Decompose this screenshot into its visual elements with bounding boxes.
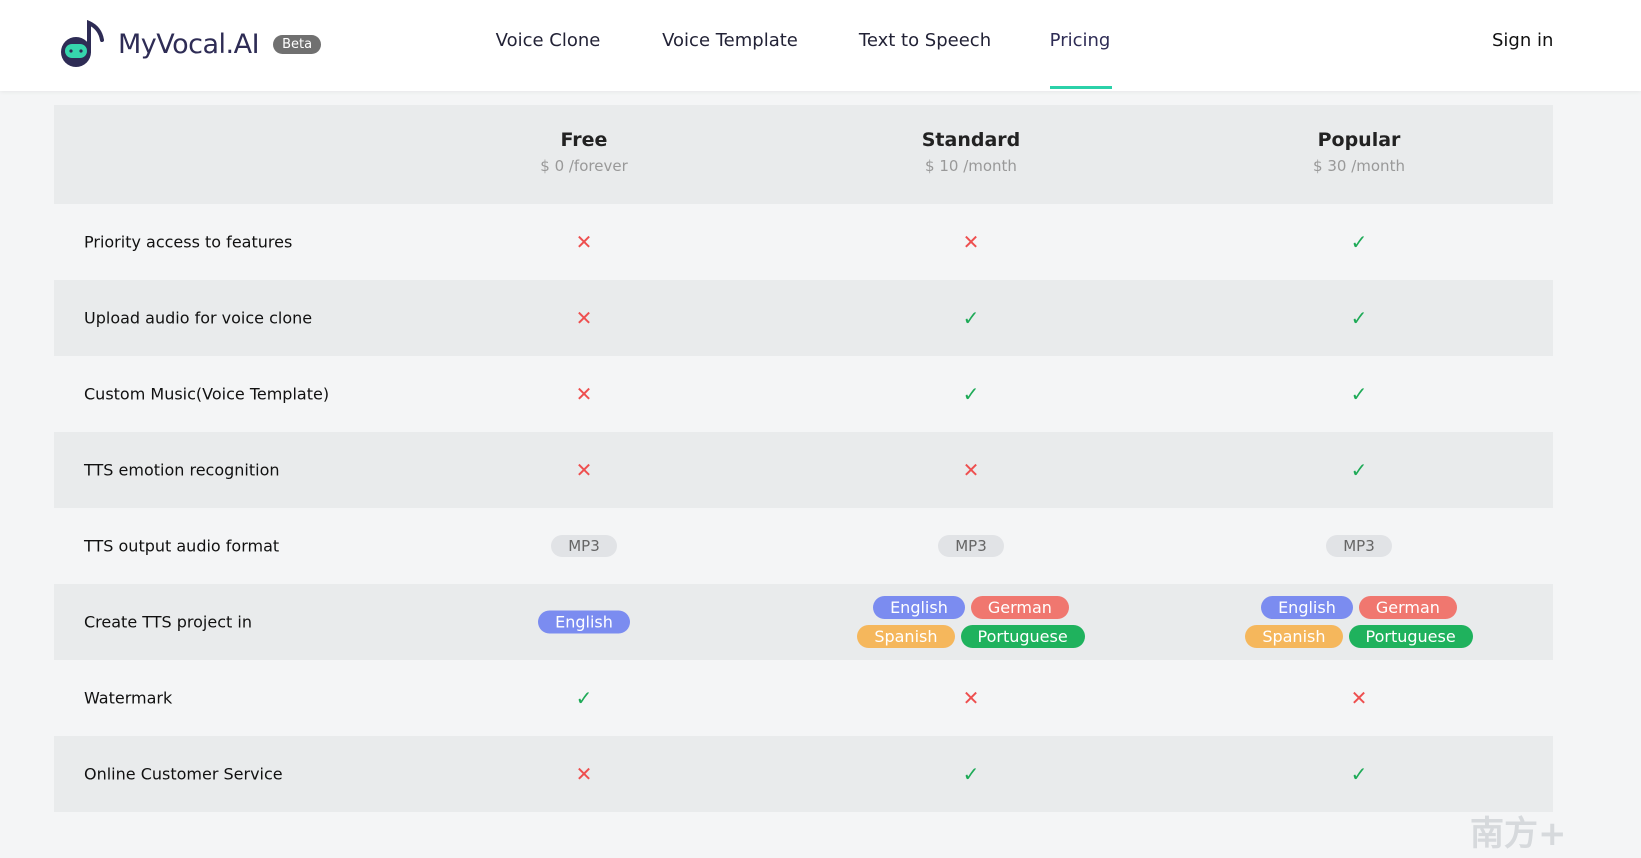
plan-header-row: Free $ 0 /forever Standard $ 10 /month Pop… [54,105,1553,204]
language-tag: English [873,596,965,619]
feature-cell: ✓ [1214,230,1504,254]
plan-popular: Popular $ 30 /month [1313,129,1405,175]
feature-cell: ✓ [1214,306,1504,330]
feature-cell: ✕ [1214,686,1504,710]
cross-icon: ✕ [575,458,593,482]
check-icon: ✓ [575,686,593,710]
plan-standard: Standard $ 10 /month [922,129,1021,175]
check-icon: ✓ [962,762,980,786]
feature-row: TTS emotion recognition ✕ ✕ ✓ [54,432,1553,508]
language-tag: English [538,610,630,634]
language-tag: Portuguese [960,625,1085,648]
feature-cell: ✕ [439,230,729,254]
check-icon: ✓ [1350,762,1368,786]
feature-label: Watermark [84,688,173,708]
language-tag: German [970,596,1069,619]
feature-label: Custom Music(Voice Template) [84,384,330,404]
cross-icon: ✕ [962,230,980,254]
feature-row: Online Customer Service ✕ ✓ ✓ [54,736,1553,812]
format-tag: MP3 [551,535,617,557]
language-tag: Spanish [857,625,955,648]
feature-cell: ✓ [1214,458,1504,482]
nav-text-to-speech[interactable]: Text to Speech [858,30,992,51]
check-icon: ✓ [1350,458,1368,482]
feature-cell: ✕ [439,458,729,482]
brand-name: MyVocal.AI [118,28,260,60]
nav-pricing[interactable]: Pricing [1049,30,1111,51]
plan-free: Free $ 0 /forever [540,129,627,175]
feature-cell: ✕ [439,306,729,330]
feature-label: Online Customer Service [84,764,283,784]
cross-icon: ✕ [962,458,980,482]
feature-cell: ✓ [826,306,1116,330]
active-tab-indicator [1050,86,1112,89]
check-icon: ✓ [962,382,980,406]
feature-cell: ✓ [826,762,1116,786]
feature-row: Custom Music(Voice Template) ✕ ✓ ✓ [54,356,1553,432]
format-tag: MP3 [1326,535,1392,557]
plan-price: $ 30 /month [1313,157,1405,175]
sign-in-link[interactable]: Sign in [1492,30,1554,51]
beta-badge: Beta [273,34,322,54]
check-icon: ✓ [962,306,980,330]
logo[interactable]: MyVocal.AI Beta [60,20,322,68]
pricing-table: Free $ 0 /forever Standard $ 10 /month Pop… [54,105,1553,812]
check-icon: ✓ [1350,306,1368,330]
feature-cell: ✕ [826,230,1116,254]
feature-label: Create TTS project in [84,612,252,632]
feature-cell: MP3 [1214,535,1504,557]
cross-icon: ✕ [575,382,593,406]
music-note-logo-icon [61,20,104,67]
feature-row: Create TTS project in English English Germa… [54,584,1553,660]
language-tag: Spanish [1245,625,1343,648]
check-icon: ✓ [1350,382,1368,406]
cross-icon: ✕ [962,686,980,710]
feature-row: Watermark ✓ ✕ ✕ [54,660,1553,736]
feature-label: Priority access to features [84,232,293,252]
feature-cell: ✓ [1214,382,1504,406]
feature-cell: ✕ [826,458,1116,482]
plan-price: $ 10 /month [925,157,1017,175]
feature-cell: ✓ [1214,762,1504,786]
feature-label: Upload audio for voice clone [84,308,313,328]
feature-cell: ✕ [439,382,729,406]
cross-icon: ✕ [575,230,593,254]
feature-rows: Priority access to features ✕ ✕ ✓ Upload aud… [54,204,1553,812]
feature-row: Priority access to features ✕ ✕ ✓ [54,204,1553,280]
plan-name: Free [560,129,608,151]
feature-label: TTS output audio format [84,536,280,556]
cross-icon: ✕ [575,306,593,330]
check-icon: ✓ [1350,230,1368,254]
watermark-logo: 南方+ [1470,814,1567,854]
plan-name: Standard [921,129,1021,151]
feature-cell: English [439,610,729,634]
format-tag: MP3 [938,535,1004,557]
cross-icon: ✕ [1350,686,1368,710]
feature-cell: English German Spanish Portuguese [1214,596,1504,648]
language-tag: German [1358,596,1457,619]
cross-icon: ✕ [575,762,593,786]
feature-row: Upload audio for voice clone ✕ ✓ ✓ [54,280,1553,356]
feature-cell: ✓ [439,686,729,710]
plan-name: Popular [1317,129,1401,151]
language-tag: Portuguese [1348,625,1473,648]
language-tag: English [1261,596,1353,619]
feature-cell: MP3 [826,535,1116,557]
nav-voice-clone[interactable]: Voice Clone [495,30,601,51]
feature-cell: ✓ [826,382,1116,406]
plan-price: $ 0 /forever [540,157,628,175]
feature-cell: ✕ [439,762,729,786]
nav-voice-template[interactable]: Voice Template [662,30,798,51]
feature-cell: English German Spanish Portuguese [826,596,1116,648]
top-nav: MyVocal.AI Beta Voice Clone Voice Templa… [0,0,1641,91]
feature-cell: MP3 [439,535,729,557]
feature-cell: ✕ [826,686,1116,710]
feature-row: TTS output audio format MP3 MP3 MP3 [54,508,1553,584]
feature-label: TTS emotion recognition [84,460,280,480]
